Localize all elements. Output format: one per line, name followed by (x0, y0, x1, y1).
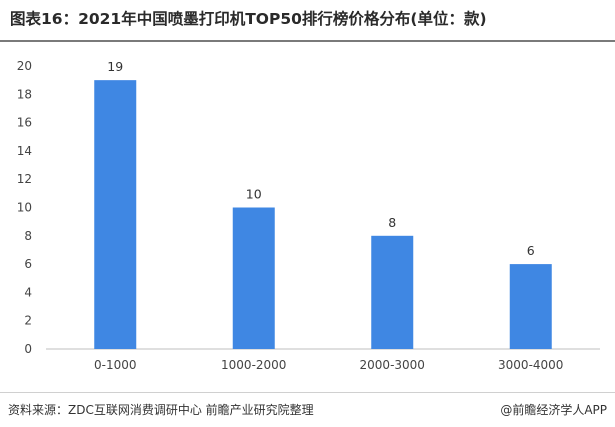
bar-3000-4000 (509, 264, 552, 349)
y-tick-label: 6 (24, 257, 32, 271)
x-tick-label: 2000-3000 (360, 358, 425, 372)
x-axis-ticks: 0-1000 1000-2000 2000-3000 3000-4000 (94, 358, 563, 372)
brand-credit: @前瞻经济学人APP (500, 403, 607, 417)
bar-chart: 0 2 4 6 8 10 12 14 16 18 20 19 10 8 6 0-1000 1000-2000… (17, 59, 600, 372)
chart-title: 图表16：2021年中国喷墨打印机TOP50排行榜价格分布(单位：款) (10, 10, 487, 28)
bars-group: 19 10 8 6 (94, 59, 552, 350)
data-label-3000-4000: 6 (527, 243, 535, 258)
y-tick-label: 20 (17, 59, 32, 73)
bar-1000-2000 (232, 207, 275, 349)
x-tick-label: 3000-4000 (498, 358, 563, 372)
y-tick-label: 14 (17, 144, 32, 158)
source-note: 资料来源：ZDC互联网消费调研中心 前瞻产业研究院整理 (8, 403, 314, 417)
title-divider (0, 40, 615, 42)
data-label-1000-2000: 10 (246, 187, 262, 202)
y-tick-label: 12 (17, 172, 32, 186)
x-tick-label: 1000-2000 (221, 358, 286, 372)
y-tick-label: 4 (24, 285, 32, 299)
x-tick-label: 0-1000 (94, 358, 137, 372)
y-tick-label: 8 (24, 229, 32, 243)
bar-2000-3000 (371, 235, 414, 349)
y-tick-label: 2 (24, 314, 32, 328)
footer: 资料来源：ZDC互联网消费调研中心 前瞻产业研究院整理 @前瞻经济学人APP (0, 392, 615, 427)
y-tick-label: 0 (24, 342, 32, 356)
y-tick-label: 18 (17, 87, 32, 101)
y-tick-label: 16 (17, 116, 32, 130)
y-axis-ticks: 0 2 4 6 8 10 12 14 16 18 20 (17, 59, 32, 356)
data-label-2000-3000: 8 (388, 215, 396, 230)
y-tick-label: 10 (17, 201, 32, 215)
data-label-0-1000: 19 (107, 59, 123, 74)
bar-0-1000 (94, 80, 137, 350)
